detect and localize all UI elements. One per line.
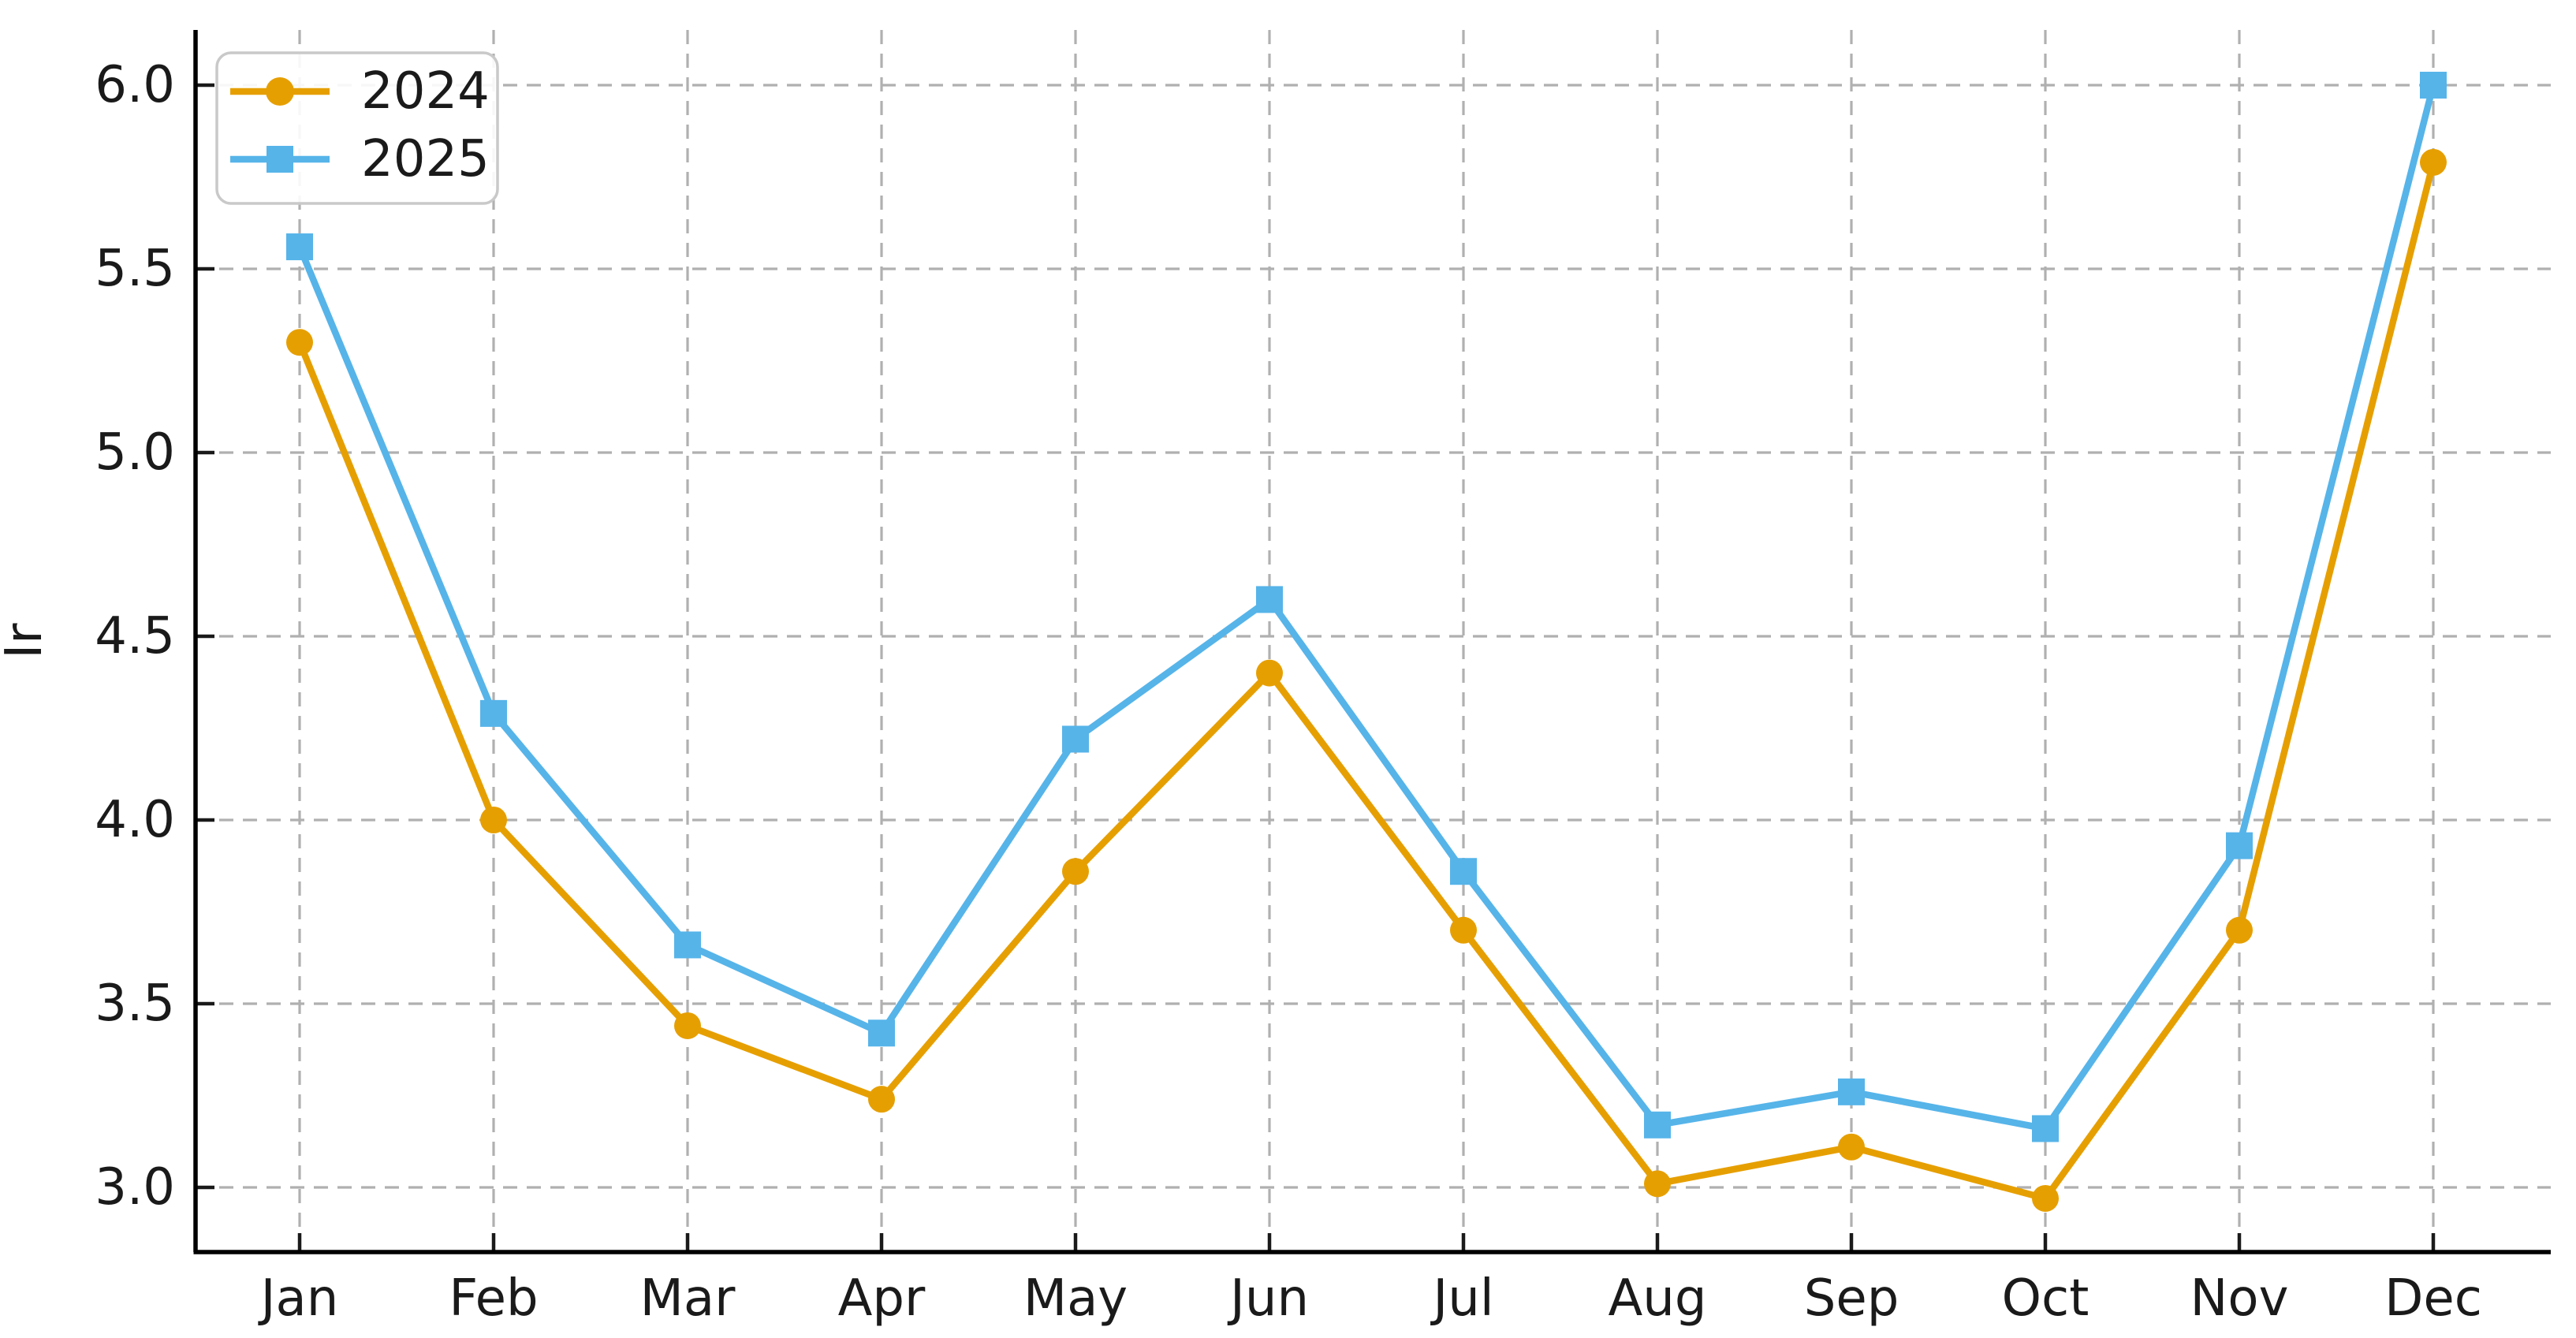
data-point-square-2025 bbox=[674, 931, 701, 959]
x-tick-label: May bbox=[1023, 1269, 1128, 1328]
x-tick-label: Mar bbox=[640, 1269, 736, 1328]
legend-label-2025: 2025 bbox=[361, 130, 490, 188]
data-point-circle-2024 bbox=[1450, 916, 1477, 944]
y-axis-label: Ir bbox=[0, 623, 54, 659]
data-point-square-2025 bbox=[1062, 725, 1089, 753]
data-point-square-2025 bbox=[1256, 586, 1283, 613]
x-tick-label: Oct bbox=[2002, 1269, 2090, 1328]
x-tick-label: Aug bbox=[1609, 1269, 1707, 1328]
data-point-circle-2024 bbox=[1644, 1170, 1671, 1198]
x-tick-label: Jul bbox=[1430, 1269, 1493, 1328]
data-point-square-2025 bbox=[480, 699, 507, 727]
x-tick-label: Feb bbox=[449, 1269, 538, 1328]
data-point-square-2025 bbox=[1450, 858, 1477, 885]
series-line-2024 bbox=[296, 158, 2437, 1202]
legend-square-marker-icon bbox=[267, 146, 293, 173]
data-point-square-2025 bbox=[1838, 1078, 1865, 1105]
y-tick-label: 4.5 bbox=[95, 607, 175, 665]
data-point-circle-2024 bbox=[286, 329, 313, 356]
x-tick-label: Apr bbox=[838, 1269, 926, 1328]
data-point-circle-2024 bbox=[1838, 1133, 1865, 1161]
plot-area: Jan Feb Mar Apr May Jun Jul Aug Sep Oct Nov Dec 6.0 5… bbox=[95, 30, 2551, 1328]
data-point-square-2025 bbox=[286, 233, 313, 261]
data-point-square-2025 bbox=[1644, 1111, 1671, 1139]
y-tick-label: 4.0 bbox=[95, 791, 175, 849]
legend: 2024 2025 bbox=[215, 51, 499, 205]
x-tick-label: Jan bbox=[258, 1269, 339, 1328]
data-point-circle-2024 bbox=[1062, 858, 1089, 885]
data-point-circle-2024 bbox=[868, 1086, 895, 1113]
data-point-circle-2024 bbox=[1256, 659, 1283, 687]
x-tick-label: Dec bbox=[2384, 1269, 2482, 1328]
y-tick-label: 5.0 bbox=[95, 423, 175, 482]
legend-entry-2025: 2025 bbox=[230, 130, 490, 188]
legend-circle-marker-icon bbox=[266, 77, 294, 106]
y-tick-label: 5.5 bbox=[95, 240, 175, 298]
x-tick-label: Nov bbox=[2190, 1269, 2289, 1328]
legend-label-2024: 2024 bbox=[361, 62, 490, 121]
data-point-circle-2024 bbox=[674, 1012, 701, 1039]
data-point-square-2025 bbox=[2226, 832, 2253, 859]
x-tick-label: Sep bbox=[1804, 1269, 1899, 1328]
data-point-circle-2024 bbox=[2032, 1184, 2059, 1212]
legend-entry-2024: 2024 bbox=[230, 62, 490, 121]
y-tick-label: 6.0 bbox=[95, 56, 175, 114]
x-tick-label: Jun bbox=[1227, 1269, 1309, 1328]
series-line-2025 bbox=[296, 81, 2437, 1132]
y-tick-label: 3.0 bbox=[95, 1158, 175, 1217]
y-tick-label: 3.5 bbox=[95, 975, 175, 1033]
data-point-circle-2024 bbox=[480, 807, 507, 833]
data-point-square-2025 bbox=[2420, 72, 2447, 99]
data-point-circle-2024 bbox=[2226, 916, 2253, 944]
data-point-square-2025 bbox=[2032, 1115, 2059, 1142]
data-point-square-2025 bbox=[868, 1019, 895, 1047]
data-point-circle-2024 bbox=[2420, 148, 2447, 176]
